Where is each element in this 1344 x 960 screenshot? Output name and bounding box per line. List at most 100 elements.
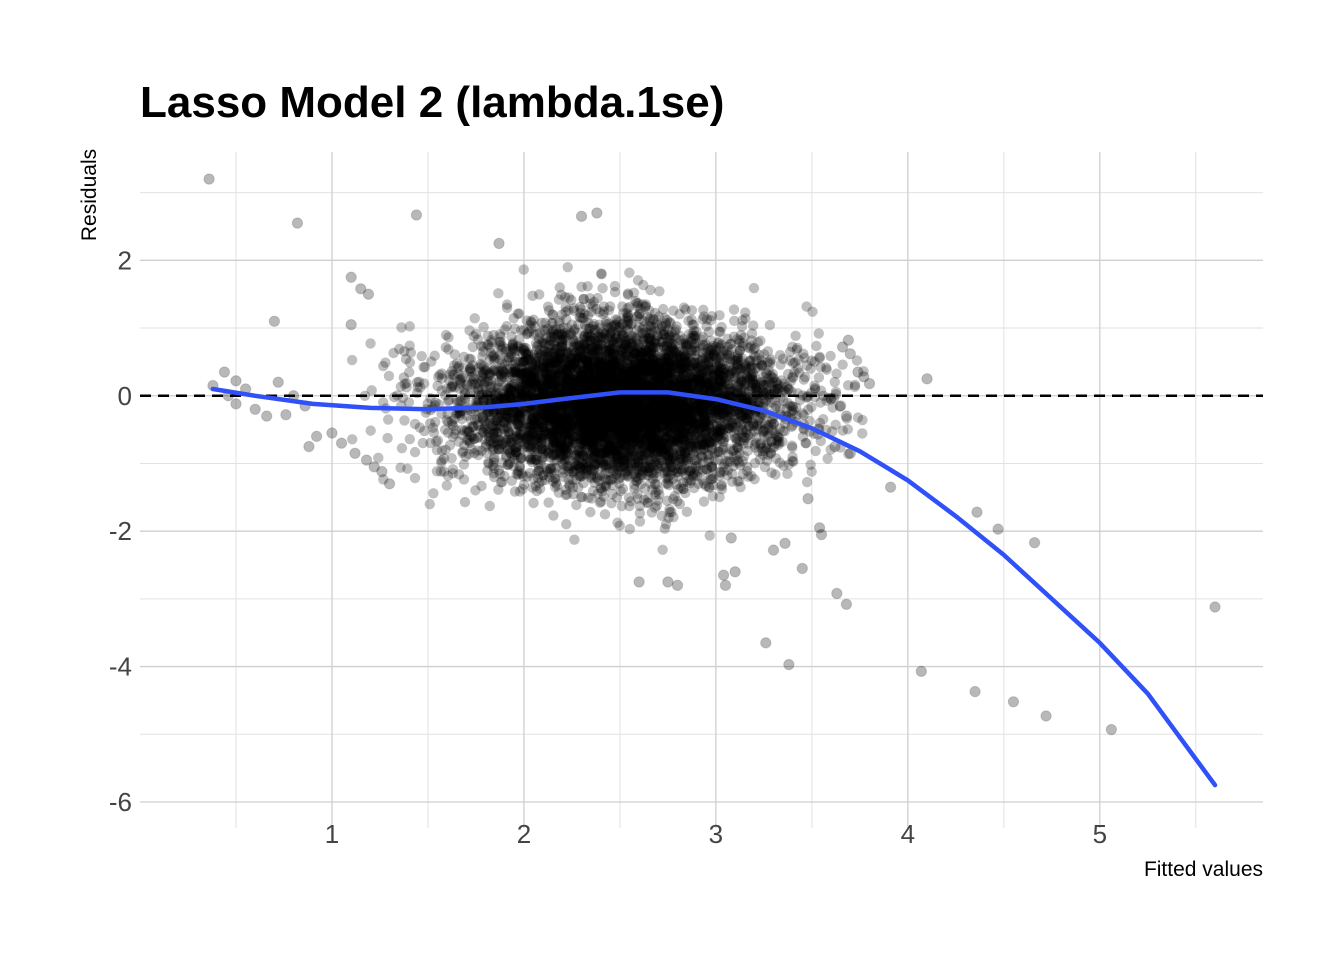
data-point: [608, 396, 619, 408]
data-point: [542, 414, 553, 426]
data-point: [604, 331, 616, 342]
data-point: [663, 407, 675, 418]
data-point: [632, 436, 643, 447]
data-point: [800, 437, 811, 449]
data-point: [687, 371, 699, 383]
data-point: [614, 445, 625, 456]
data-point: [496, 371, 507, 383]
data-point: [713, 406, 724, 418]
data-point: [571, 410, 582, 422]
data-point: [605, 449, 617, 460]
data-point: [605, 457, 616, 469]
data-point: [600, 376, 612, 387]
data-point: [621, 422, 632, 434]
data-point: [596, 345, 607, 356]
data-point: [476, 375, 487, 386]
data-point: [696, 434, 707, 445]
data-point: [550, 379, 561, 391]
data-point: [651, 397, 662, 409]
data-point: [521, 368, 533, 379]
data-point: [736, 321, 748, 332]
data-point: [667, 434, 678, 445]
data-point: [654, 443, 666, 454]
data-point: [733, 348, 744, 359]
data-point: [549, 428, 560, 439]
data-point: [583, 361, 594, 373]
data-point: [686, 314, 697, 325]
data-point: [634, 437, 646, 449]
data-point: [556, 439, 568, 451]
data-point: [671, 360, 683, 372]
data-point: [558, 322, 569, 334]
data-point: [586, 374, 597, 385]
data-point: [553, 400, 565, 412]
data-point: [635, 428, 647, 439]
data-point: [694, 402, 705, 414]
data-point: [697, 397, 709, 409]
data-point: [647, 473, 659, 485]
data-point: [548, 416, 559, 427]
data-point: [576, 386, 587, 397]
data-point: [551, 328, 562, 340]
data-point: [601, 368, 612, 380]
data-point: [694, 424, 705, 435]
data-point: [636, 446, 648, 457]
data-point: [623, 343, 634, 354]
data-point: [787, 372, 799, 383]
data-point: [560, 331, 572, 342]
data-point: [744, 355, 756, 367]
data-point: [440, 329, 452, 341]
data-point: [507, 450, 518, 462]
data-point: [674, 373, 686, 385]
data-point: [580, 338, 591, 350]
data-point: [537, 409, 549, 421]
data-point: [514, 412, 525, 423]
data-point: [650, 489, 661, 500]
data-point: [659, 435, 670, 447]
data-point: [495, 336, 506, 348]
data-point: [787, 401, 798, 412]
data-point: [748, 282, 760, 294]
data-point: [589, 451, 600, 463]
data-point: [543, 347, 554, 358]
data-point: [714, 491, 725, 503]
data-point: [693, 399, 705, 411]
data-point: [713, 446, 724, 458]
data-point: [635, 349, 646, 360]
data-point: [651, 369, 662, 381]
data-point: [541, 380, 552, 392]
data-point: [555, 328, 566, 339]
data-point: [753, 414, 764, 425]
data-point: [563, 292, 575, 303]
data-point: [567, 399, 578, 410]
data-point: [632, 420, 643, 432]
data-point: [740, 362, 751, 373]
data-point: [414, 422, 426, 433]
data-point: [639, 450, 650, 461]
data-point: [650, 439, 661, 450]
data-point: [602, 359, 613, 371]
data-point: [666, 401, 678, 413]
data-point: [677, 399, 689, 410]
data-point: [653, 404, 664, 415]
data-point: [583, 406, 595, 417]
data-point: [547, 378, 558, 389]
data-point: [673, 379, 684, 391]
data-point: [735, 410, 747, 421]
data-point: [542, 447, 554, 459]
data-point: [583, 375, 595, 387]
data-point: [561, 428, 572, 439]
data-point: [566, 319, 578, 330]
data-point: [645, 366, 657, 377]
data-point: [679, 345, 691, 357]
data-point: [674, 369, 685, 381]
data-point: [627, 340, 639, 352]
data-point: [740, 313, 751, 324]
data-point: [628, 347, 640, 359]
data-point: [485, 435, 496, 447]
data-point: [528, 416, 540, 427]
data-point: [592, 382, 603, 393]
data-point: [630, 471, 641, 482]
data-point: [581, 358, 592, 369]
data-point: [711, 430, 722, 442]
